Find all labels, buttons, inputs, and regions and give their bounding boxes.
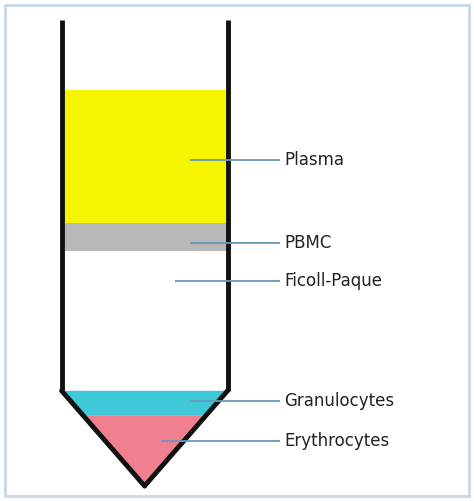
Text: Ficoll-Paque: Ficoll-Paque (284, 272, 383, 290)
Text: PBMC: PBMC (284, 234, 332, 252)
Bar (62, 20, 228, 391)
Text: Granulocytes: Granulocytes (284, 392, 394, 410)
Bar (62, 90, 228, 225)
Polygon shape (62, 391, 228, 486)
Bar (62, 223, 228, 250)
Text: Plasma: Plasma (284, 151, 345, 169)
Text: Erythrocytes: Erythrocytes (284, 432, 390, 450)
Polygon shape (62, 391, 228, 416)
Polygon shape (83, 416, 206, 486)
